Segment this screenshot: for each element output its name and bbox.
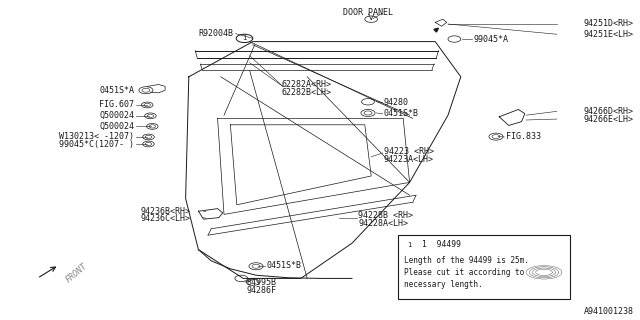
Text: 1: 1 xyxy=(408,242,412,248)
Text: A941001238: A941001238 xyxy=(584,307,634,316)
Text: 94280: 94280 xyxy=(384,98,409,107)
FancyBboxPatch shape xyxy=(398,235,570,299)
Text: 1: 1 xyxy=(243,36,246,41)
Text: Q500024: Q500024 xyxy=(99,111,134,120)
Text: 94236B<RH>: 94236B<RH> xyxy=(141,207,191,216)
Text: 1  94499: 1 94499 xyxy=(422,240,461,249)
Polygon shape xyxy=(434,28,438,32)
Text: R92004B: R92004B xyxy=(198,29,234,38)
Text: 94223 <RH>: 94223 <RH> xyxy=(384,148,434,156)
Text: Q500024: Q500024 xyxy=(99,122,134,131)
Text: 62282B<LH>: 62282B<LH> xyxy=(282,88,332,97)
Text: 62282A<RH>: 62282A<RH> xyxy=(282,80,332,89)
Text: 94251D<RH>: 94251D<RH> xyxy=(584,20,634,28)
Text: 94266E<LH>: 94266E<LH> xyxy=(584,115,634,124)
Text: 0451S*B: 0451S*B xyxy=(384,109,419,118)
Text: FIG.833: FIG.833 xyxy=(506,132,541,141)
Text: 94236C<LH>: 94236C<LH> xyxy=(141,214,191,223)
Text: 94228B <RH>: 94228B <RH> xyxy=(358,212,413,220)
Text: Length of the 94499 is 25m.
Please cut it according to
necessary length.: Length of the 94499 is 25m. Please cut i… xyxy=(404,256,529,289)
Text: 94223A<LH>: 94223A<LH> xyxy=(384,155,434,164)
Text: 0451S*A: 0451S*A xyxy=(99,86,134,95)
Text: 94251E<LH>: 94251E<LH> xyxy=(584,30,634,39)
Text: 99045*A: 99045*A xyxy=(474,35,509,44)
Text: 94286F: 94286F xyxy=(246,286,276,295)
Text: DOOR PANEL: DOOR PANEL xyxy=(343,8,393,17)
Text: FRONT: FRONT xyxy=(64,261,89,284)
Text: 99045*C(1207- ): 99045*C(1207- ) xyxy=(60,140,134,148)
Text: W130213< -1207): W130213< -1207) xyxy=(60,132,134,141)
Text: 94266D<RH>: 94266D<RH> xyxy=(584,107,634,116)
Text: 94228A<LH>: 94228A<LH> xyxy=(358,219,408,228)
Text: 0451S*B: 0451S*B xyxy=(266,261,301,270)
Text: FIG.607: FIG.607 xyxy=(99,100,134,109)
Text: 84995B: 84995B xyxy=(246,278,276,287)
